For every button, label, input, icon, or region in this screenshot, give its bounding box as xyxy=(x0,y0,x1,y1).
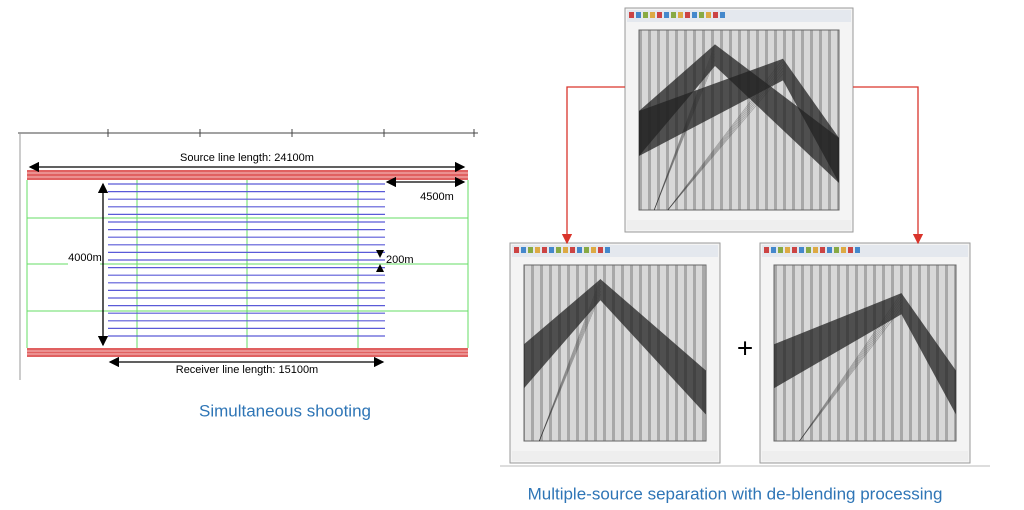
seismic-panels: + Multiple-source separation with de-ble… xyxy=(500,7,990,503)
source-line-label: Source line length: 24100m xyxy=(180,152,314,164)
receiver-line-label: Receiver line length: 15100m xyxy=(176,364,318,376)
right-caption: Multiple-source separation with de-blend… xyxy=(528,484,943,503)
plus-sign: + xyxy=(737,332,753,363)
offset-label: 4500m xyxy=(420,191,454,203)
survey-layout: Source line length: 24100m 4500m 4000m 2… xyxy=(18,129,478,420)
seismic-gather xyxy=(759,242,971,464)
spacing-label: 200m xyxy=(386,254,414,266)
left-caption: Simultaneous shooting xyxy=(199,401,371,420)
seismic-gather xyxy=(509,242,721,464)
seismic-gather xyxy=(624,7,854,233)
height-label: 4000m xyxy=(68,252,102,264)
